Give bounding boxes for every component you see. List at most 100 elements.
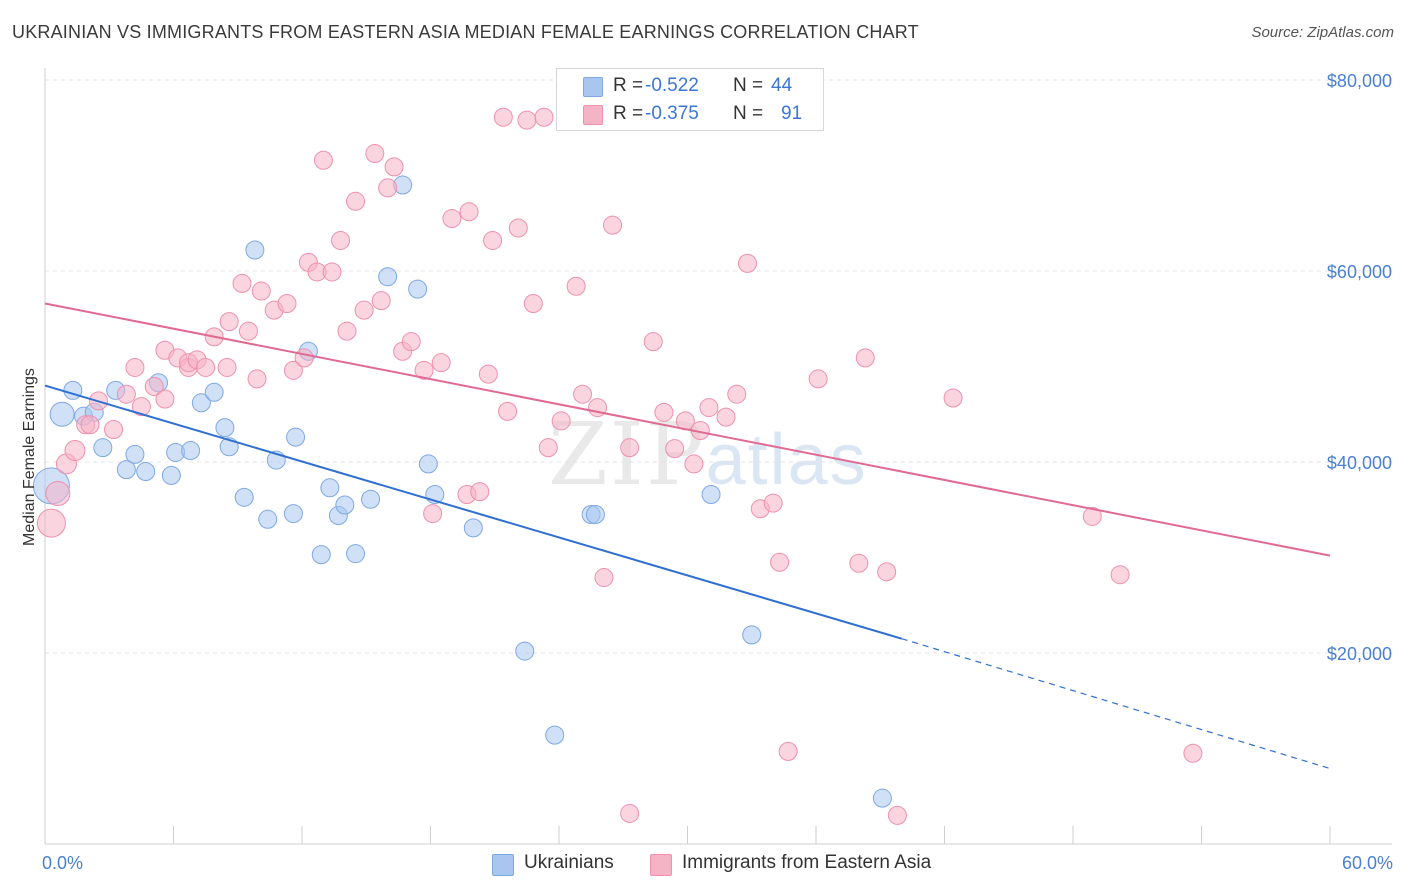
eastern-asia-point bbox=[431, 353, 451, 373]
ukrainian-point bbox=[191, 393, 211, 413]
y-tick-label: $20,000 bbox=[1327, 644, 1392, 664]
axis-labels: $20,000 $40,000 $60,000 $80,000 0.0% 60.0% bbox=[42, 71, 1393, 873]
eastern-asia-point bbox=[104, 420, 124, 440]
legend-n-label: N = bbox=[733, 103, 764, 124]
eastern-asia-point bbox=[498, 401, 518, 421]
ukrainian-point bbox=[335, 495, 355, 515]
eastern-asia-point bbox=[877, 562, 897, 582]
eastern-asia-point bbox=[849, 553, 869, 573]
ukrainian-trend-extension bbox=[901, 638, 1331, 770]
ukrainian-point bbox=[49, 401, 75, 427]
eastern-asia-point bbox=[1183, 743, 1203, 763]
ukrainian-point bbox=[378, 267, 398, 287]
ukrainian-point bbox=[258, 509, 278, 529]
ukrainian-point bbox=[545, 725, 565, 745]
y-tick-label: $60,000 bbox=[1327, 262, 1392, 282]
ukrainian-point bbox=[515, 641, 535, 661]
eastern-asia-point bbox=[131, 397, 151, 417]
legend-row-eastern-asia: R = -0.375 N = 91 bbox=[557, 101, 823, 127]
ukrainian-point bbox=[346, 544, 366, 564]
eastern-asia-point bbox=[478, 364, 498, 384]
eastern-asia-point bbox=[538, 438, 558, 458]
eastern-asia-point bbox=[322, 262, 342, 282]
ukrainian-point bbox=[418, 454, 438, 474]
eastern-asia-point bbox=[620, 438, 640, 458]
ukrainian-point bbox=[93, 438, 113, 458]
eastern-asia-trend-line bbox=[44, 302, 1331, 557]
legend-swatch-ukrainians bbox=[583, 77, 603, 97]
eastern-asia-point bbox=[45, 481, 71, 507]
eastern-asia-point bbox=[277, 293, 297, 313]
eastern-asia-point bbox=[1110, 565, 1130, 585]
legend-n-value: 44 bbox=[771, 75, 793, 96]
eastern-asia-point bbox=[573, 384, 593, 404]
legend-r-value: -0.375 bbox=[645, 103, 699, 124]
ukrainian-point bbox=[283, 504, 303, 524]
eastern-asia-point bbox=[346, 191, 366, 211]
bottom-legend-swatch-eastern-asia bbox=[650, 854, 672, 876]
ukrainian-point bbox=[872, 788, 892, 808]
eastern-asia-point bbox=[80, 415, 100, 435]
eastern-asia-point bbox=[219, 312, 239, 332]
x-tick-label: 0.0% bbox=[42, 853, 83, 873]
eastern-asia-point bbox=[470, 482, 490, 502]
eastern-asia-point bbox=[643, 332, 663, 352]
chart-title: UKRAINIAN VS IMMIGRANTS FROM EASTERN ASI… bbox=[12, 22, 919, 42]
eastern-asia-point bbox=[238, 321, 258, 341]
eastern-asia-point bbox=[517, 110, 537, 130]
eastern-asia-point bbox=[337, 321, 357, 341]
eastern-asia-point bbox=[1082, 506, 1102, 526]
eastern-asia-point bbox=[354, 300, 374, 320]
eastern-asia-point bbox=[247, 369, 267, 389]
eastern-asia-point bbox=[384, 157, 404, 177]
eastern-asia-point bbox=[654, 402, 674, 422]
eastern-asia-point bbox=[763, 493, 783, 513]
legend: R = -0.522 N = 44 R = -0.375 N = 91 bbox=[556, 68, 824, 131]
source-note: Source: ZipAtlas.com bbox=[1251, 24, 1394, 41]
ukrainian-point bbox=[463, 518, 483, 538]
eastern-asia-point bbox=[64, 440, 86, 462]
eastern-asia-point bbox=[716, 407, 736, 427]
ukrainian-point bbox=[245, 240, 265, 260]
eastern-asia-point bbox=[196, 357, 216, 377]
ukrainian-point bbox=[320, 478, 340, 498]
legend-r-label: R = bbox=[613, 75, 644, 96]
eastern-asia-point bbox=[365, 144, 385, 164]
ukrainian-point bbox=[311, 545, 331, 565]
eastern-asia-point bbox=[442, 208, 462, 228]
eastern-asia-point bbox=[620, 803, 640, 823]
eastern-asia-point bbox=[699, 398, 719, 418]
bottom-legend-label-eastern-asia: Immigrants from Eastern Asia bbox=[682, 852, 932, 873]
bottom-legend-label-ukrainians: Ukrainians bbox=[524, 852, 614, 873]
eastern-asia-point bbox=[313, 150, 333, 170]
data-points bbox=[32, 107, 1203, 825]
eastern-asia-point bbox=[808, 369, 828, 389]
ukrainian-trend-line bbox=[44, 384, 902, 640]
eastern-asia-point bbox=[943, 388, 963, 408]
ukrainian-point bbox=[125, 444, 145, 464]
eastern-asia-point bbox=[727, 384, 747, 404]
gridlines bbox=[45, 79, 1392, 654]
eastern-asia-point bbox=[414, 360, 434, 380]
eastern-asia-point bbox=[778, 741, 798, 761]
trend-lines bbox=[44, 302, 1331, 770]
eastern-asia-point bbox=[378, 178, 398, 198]
ukrainian-point bbox=[181, 441, 201, 461]
legend-r-value: -0.522 bbox=[645, 75, 699, 96]
ukrainian-point bbox=[286, 427, 306, 447]
ukrainian-point bbox=[742, 625, 762, 645]
eastern-asia-point bbox=[534, 107, 554, 127]
eastern-asia-point bbox=[684, 454, 704, 474]
y-tick-label: $40,000 bbox=[1327, 453, 1392, 473]
eastern-asia-point bbox=[217, 357, 237, 377]
ukrainian-point bbox=[361, 489, 381, 509]
ukrainian-point bbox=[408, 279, 428, 299]
x-tick-label: 60.0% bbox=[1342, 853, 1393, 873]
y-axis-title: Median Female Earnings bbox=[21, 368, 38, 546]
eastern-asia-point bbox=[493, 107, 513, 127]
eastern-asia-point bbox=[36, 508, 66, 538]
eastern-asia-point bbox=[566, 276, 586, 296]
eastern-asia-point bbox=[508, 218, 528, 238]
eastern-asia-point bbox=[737, 253, 757, 273]
eastern-asia-point bbox=[294, 348, 314, 368]
